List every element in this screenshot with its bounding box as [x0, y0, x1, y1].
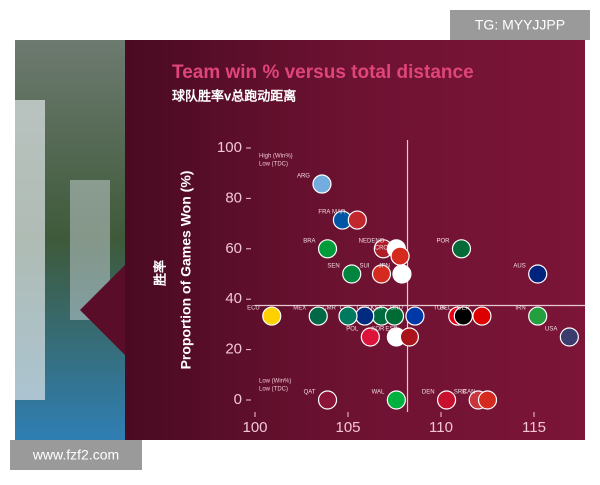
- point-label: URU: [390, 306, 403, 312]
- y-tick-label: 100: [217, 139, 242, 156]
- point-label: POL: [346, 327, 359, 333]
- flag-marker: [436, 390, 457, 410]
- point-label: SEN: [327, 264, 339, 270]
- y-tick-label: 40: [225, 290, 242, 307]
- quadrant-label: High (Win%): [259, 154, 293, 160]
- point-label: NED: [359, 238, 372, 244]
- point-label: USA: [545, 327, 557, 333]
- flag-marker: [384, 306, 405, 326]
- watermark-box: [450, 10, 590, 40]
- point-label: FRA: [318, 210, 330, 216]
- flag-marker: [338, 306, 358, 326]
- chart-title: Team win % versus total distance: [172, 62, 474, 83]
- x-tick-label: 100: [242, 419, 267, 436]
- point-label: WAL: [372, 390, 385, 396]
- player-shape: [15, 100, 45, 400]
- y-axis-label-cn: 胜率: [152, 260, 167, 286]
- point-label: ARG: [297, 174, 310, 180]
- flag-marker: [317, 239, 338, 259]
- flag-marker: [392, 264, 412, 284]
- x-tick-label: 105: [335, 419, 360, 436]
- quadrant-label: Low (Win%): [259, 379, 291, 385]
- quadrant-label: Low (TDC): [259, 387, 288, 393]
- point-label: BEL: [440, 306, 452, 312]
- x-tick-label: 110: [429, 419, 453, 436]
- arrow-shape: [80, 265, 125, 355]
- chart-subtitle: 球队胜率v总跑动距离: [172, 88, 296, 103]
- point-label: QAT: [304, 390, 316, 396]
- point-label: MAR: [332, 210, 346, 216]
- flag-marker: [347, 210, 367, 230]
- flag-marker: [390, 246, 410, 266]
- y-tick-label: 60: [225, 240, 242, 257]
- point-label: ESP: [385, 327, 397, 333]
- flag-marker: [559, 327, 579, 347]
- point-label: TUN: [433, 306, 445, 312]
- point-label: AUS: [513, 264, 525, 270]
- point-label: ENG: [371, 238, 384, 244]
- y-axis-label: Proportion of Games Won (%): [178, 171, 194, 370]
- flag-marker: [342, 264, 362, 284]
- flag-marker: [360, 327, 380, 347]
- x-tick-label: 115: [522, 419, 546, 436]
- point-label: SRB: [454, 390, 466, 396]
- flag-marker: [317, 390, 338, 410]
- flag-marker: [371, 264, 392, 284]
- y-tick-label: 0: [234, 391, 242, 408]
- y-tick-label: 20: [225, 341, 242, 358]
- chart-background: [125, 40, 585, 440]
- flag-marker: [528, 264, 548, 284]
- flag-marker: [355, 306, 375, 326]
- flag-marker: [308, 306, 328, 326]
- point-label: ECU: [247, 306, 260, 312]
- point-label: CRO: [375, 246, 389, 252]
- watermark: www.fzf2.com: [32, 447, 119, 463]
- plot-area: ARGFRAMARBRANEDENGCROPORSENSUIJPNAUSGHAK…: [247, 140, 585, 412]
- point-label: POR: [436, 238, 450, 244]
- flag-marker: [262, 306, 282, 326]
- point-label: SUI: [359, 264, 369, 270]
- flag-marker: [399, 327, 419, 347]
- flag-marker: [386, 390, 406, 410]
- flag-marker: [312, 174, 332, 194]
- point-label: GER: [457, 306, 471, 312]
- point-label: BRA: [303, 238, 315, 244]
- point-label: JPN: [379, 264, 390, 270]
- point-label: IRN: [515, 306, 525, 312]
- flag-marker: [477, 390, 498, 410]
- point-label: KSA: [370, 306, 382, 312]
- flag-marker: [453, 306, 473, 326]
- watermark: TG: MYYJJPP: [475, 17, 565, 33]
- point-label: MEX: [293, 306, 306, 312]
- quadrant-label: Low (TDC): [259, 162, 288, 168]
- flag-marker: [528, 306, 548, 326]
- point-label: DEN: [422, 390, 435, 396]
- flag-marker: [451, 239, 472, 259]
- point-label: CAN: [463, 390, 476, 396]
- point-label: CMR: [322, 306, 336, 312]
- point-label: KOR: [371, 327, 385, 333]
- y-tick-label: 80: [225, 189, 242, 206]
- flag-marker: [405, 306, 425, 326]
- watermark-box: [10, 440, 142, 470]
- flag-marker: [472, 306, 492, 326]
